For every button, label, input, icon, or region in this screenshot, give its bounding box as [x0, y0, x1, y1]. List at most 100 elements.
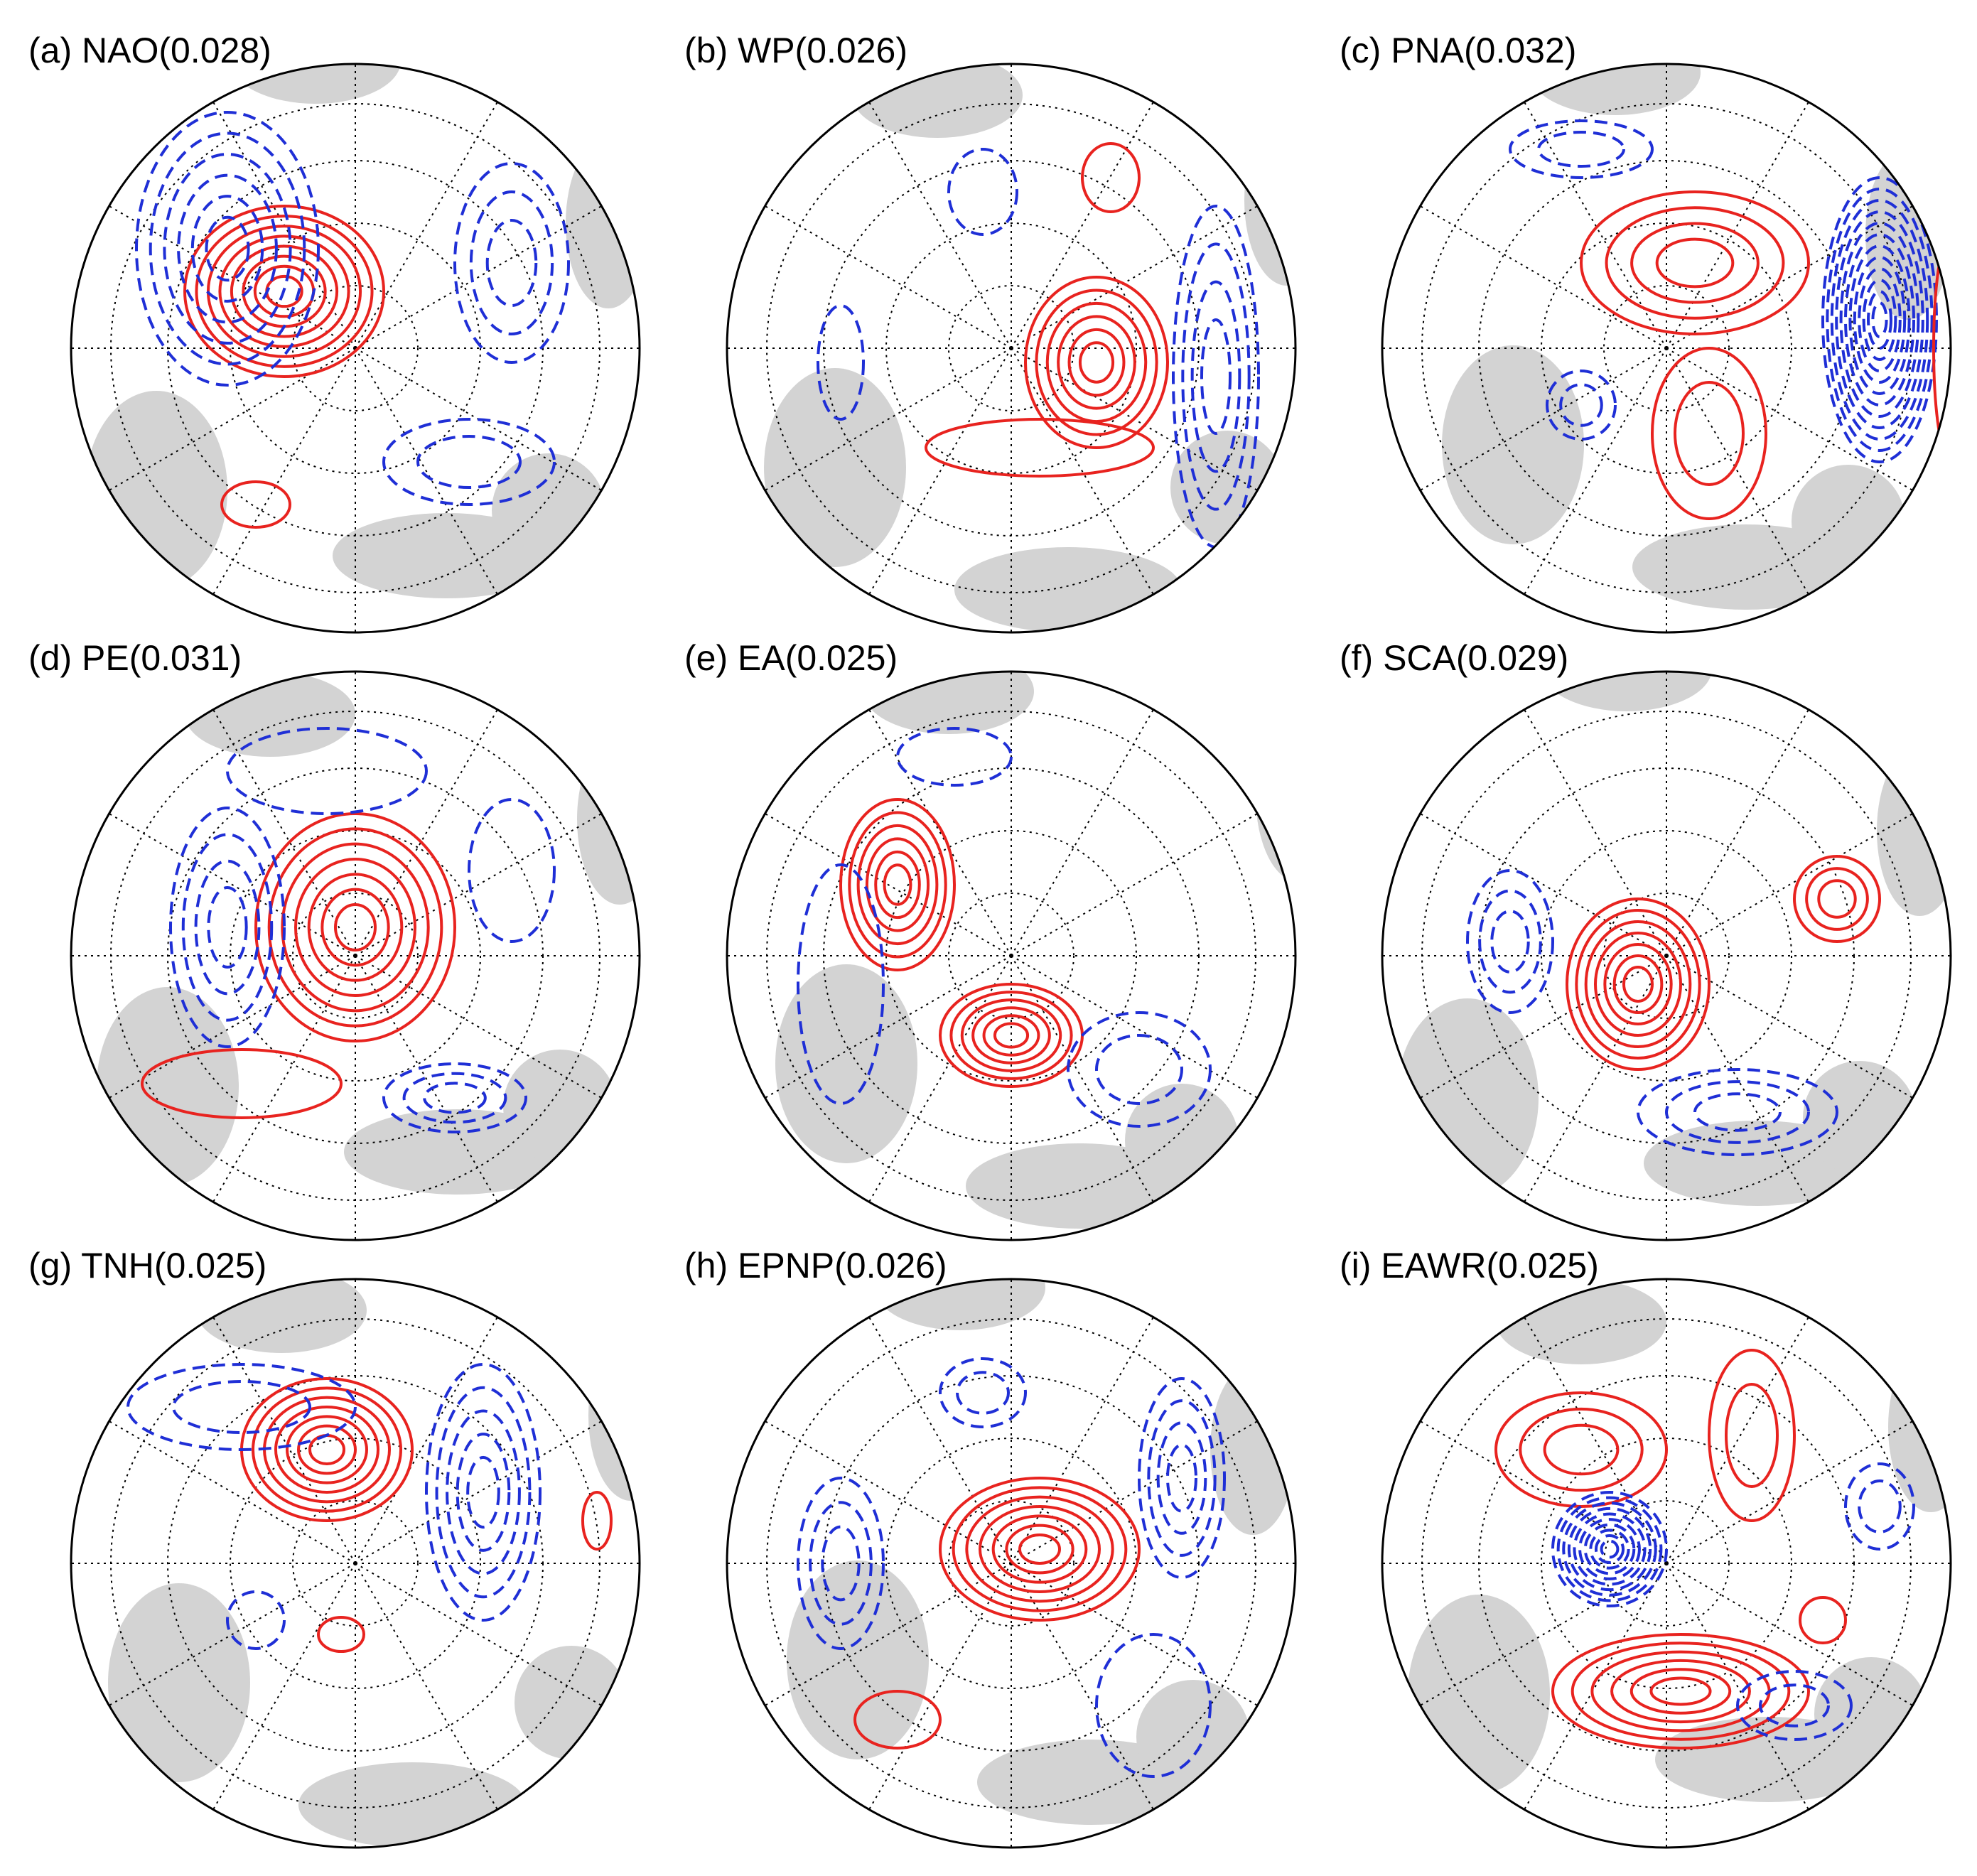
positive-contour [252, 1386, 402, 1513]
longitude-line [1420, 1563, 1667, 1706]
grey-shading [1170, 431, 1284, 544]
negative-contour [382, 418, 556, 506]
negative-contour [1095, 1633, 1212, 1778]
grey-shading [1541, 672, 1712, 711]
positive-contour [1594, 932, 1682, 1037]
positive-contour [1612, 954, 1664, 1014]
positive-contour [952, 1486, 1128, 1612]
positive-contour [1629, 1668, 1732, 1715]
longitude-line [1011, 205, 1258, 349]
grey-shading [1244, 115, 1295, 286]
negative-contour [1147, 1399, 1217, 1557]
positive-contour [839, 798, 956, 971]
negative-contour [1138, 1377, 1226, 1579]
longitude-line [1666, 347, 1809, 595]
longitude-line [212, 955, 356, 1202]
map-border [726, 670, 1297, 1241]
negative-contour [416, 435, 522, 489]
longitude-line [1011, 813, 1258, 956]
positive-contour [1725, 1383, 1779, 1488]
negative-contour [172, 1380, 311, 1434]
positive-contour [1622, 966, 1654, 1003]
positive-contour [848, 811, 947, 959]
positive-contour [230, 244, 339, 338]
negative-contour [1567, 1506, 1652, 1592]
longitude-line [1011, 955, 1258, 1099]
positive-contour [183, 205, 385, 378]
map-content [1382, 672, 1951, 1240]
map-content [727, 672, 1295, 1240]
grey-shading [298, 1762, 526, 1848]
negative-contour [956, 1371, 1010, 1415]
grey-shading [566, 138, 640, 308]
longitude-line [355, 1317, 498, 1564]
positive-contour [263, 1396, 391, 1504]
positive-contour [1081, 142, 1141, 213]
longitude-line [355, 205, 602, 349]
negative-contour [485, 219, 538, 307]
longitude-line [1666, 709, 1809, 956]
map-panel: (g) TNH(0.025) [28, 1246, 641, 1849]
longitude-line [1011, 1563, 1258, 1706]
negative-contour [1200, 318, 1232, 435]
negative-contour [1835, 210, 1924, 429]
negative-contour [466, 1455, 500, 1529]
longitude-line [1011, 709, 1154, 956]
grey-shading [1814, 1657, 1928, 1771]
map-border [70, 670, 641, 1241]
grey-shading [1442, 345, 1584, 544]
positive-contour [1817, 879, 1857, 919]
map-border [70, 1278, 641, 1849]
panel-title: (a) NAO(0.028) [28, 31, 271, 70]
negative-contour [1759, 1683, 1830, 1727]
negative-contour [1600, 1539, 1620, 1559]
grey-shading [230, 64, 401, 104]
positive-contour [1005, 1524, 1074, 1575]
negative-contour [177, 173, 278, 324]
negative-contour [382, 1062, 527, 1133]
map-panel: (a) NAO(0.028) [28, 31, 641, 634]
longitude-line [1666, 1421, 1913, 1564]
negative-contour [1181, 242, 1251, 511]
negative-contour [817, 304, 865, 421]
latitude-line [1541, 222, 1792, 474]
positive-contour [320, 888, 390, 967]
map-panel: (e) EA(0.025) [684, 638, 1297, 1241]
positive-contour [317, 1616, 365, 1653]
negative-contour [1589, 1529, 1630, 1570]
map-panel: (i) EAWR(0.025) [1340, 1246, 1952, 1849]
longitude-line [868, 709, 1012, 956]
negative-contour [1871, 301, 1888, 338]
positive-contour [1584, 920, 1692, 1048]
positive-contour [1799, 1596, 1847, 1644]
longitude-line [109, 955, 356, 1099]
longitude-line [1011, 955, 1154, 1202]
longitude-line [1420, 1421, 1667, 1564]
longitude-line [355, 347, 498, 595]
latitude-line [230, 222, 481, 474]
negative-contour [1156, 1421, 1207, 1535]
latitude-line [1541, 830, 1792, 1082]
longitude-line [1666, 813, 1913, 956]
negative-contour [402, 1072, 507, 1124]
negative-contour [1190, 280, 1241, 473]
negative-contour [456, 1433, 511, 1552]
negative-contour [896, 727, 1013, 787]
negative-contour [169, 807, 286, 1048]
negative-contour [1858, 267, 1902, 372]
negative-contour [1665, 1080, 1810, 1144]
map-border [1381, 670, 1952, 1241]
longitude-line [1524, 102, 1667, 349]
positive-contour [274, 1406, 379, 1494]
negative-contour [1573, 1512, 1647, 1586]
map-border [726, 63, 1297, 634]
longitude-line [355, 813, 602, 956]
positive-contour [254, 812, 456, 1042]
grey-shading [775, 964, 917, 1163]
map-panel: (b) WP(0.026) [684, 31, 1297, 634]
longitude-line [1011, 347, 1154, 595]
map-panel: (h) EPNP(0.026) [684, 1246, 1297, 1849]
negative-contour [809, 1501, 873, 1626]
latitude-line [948, 285, 1074, 411]
